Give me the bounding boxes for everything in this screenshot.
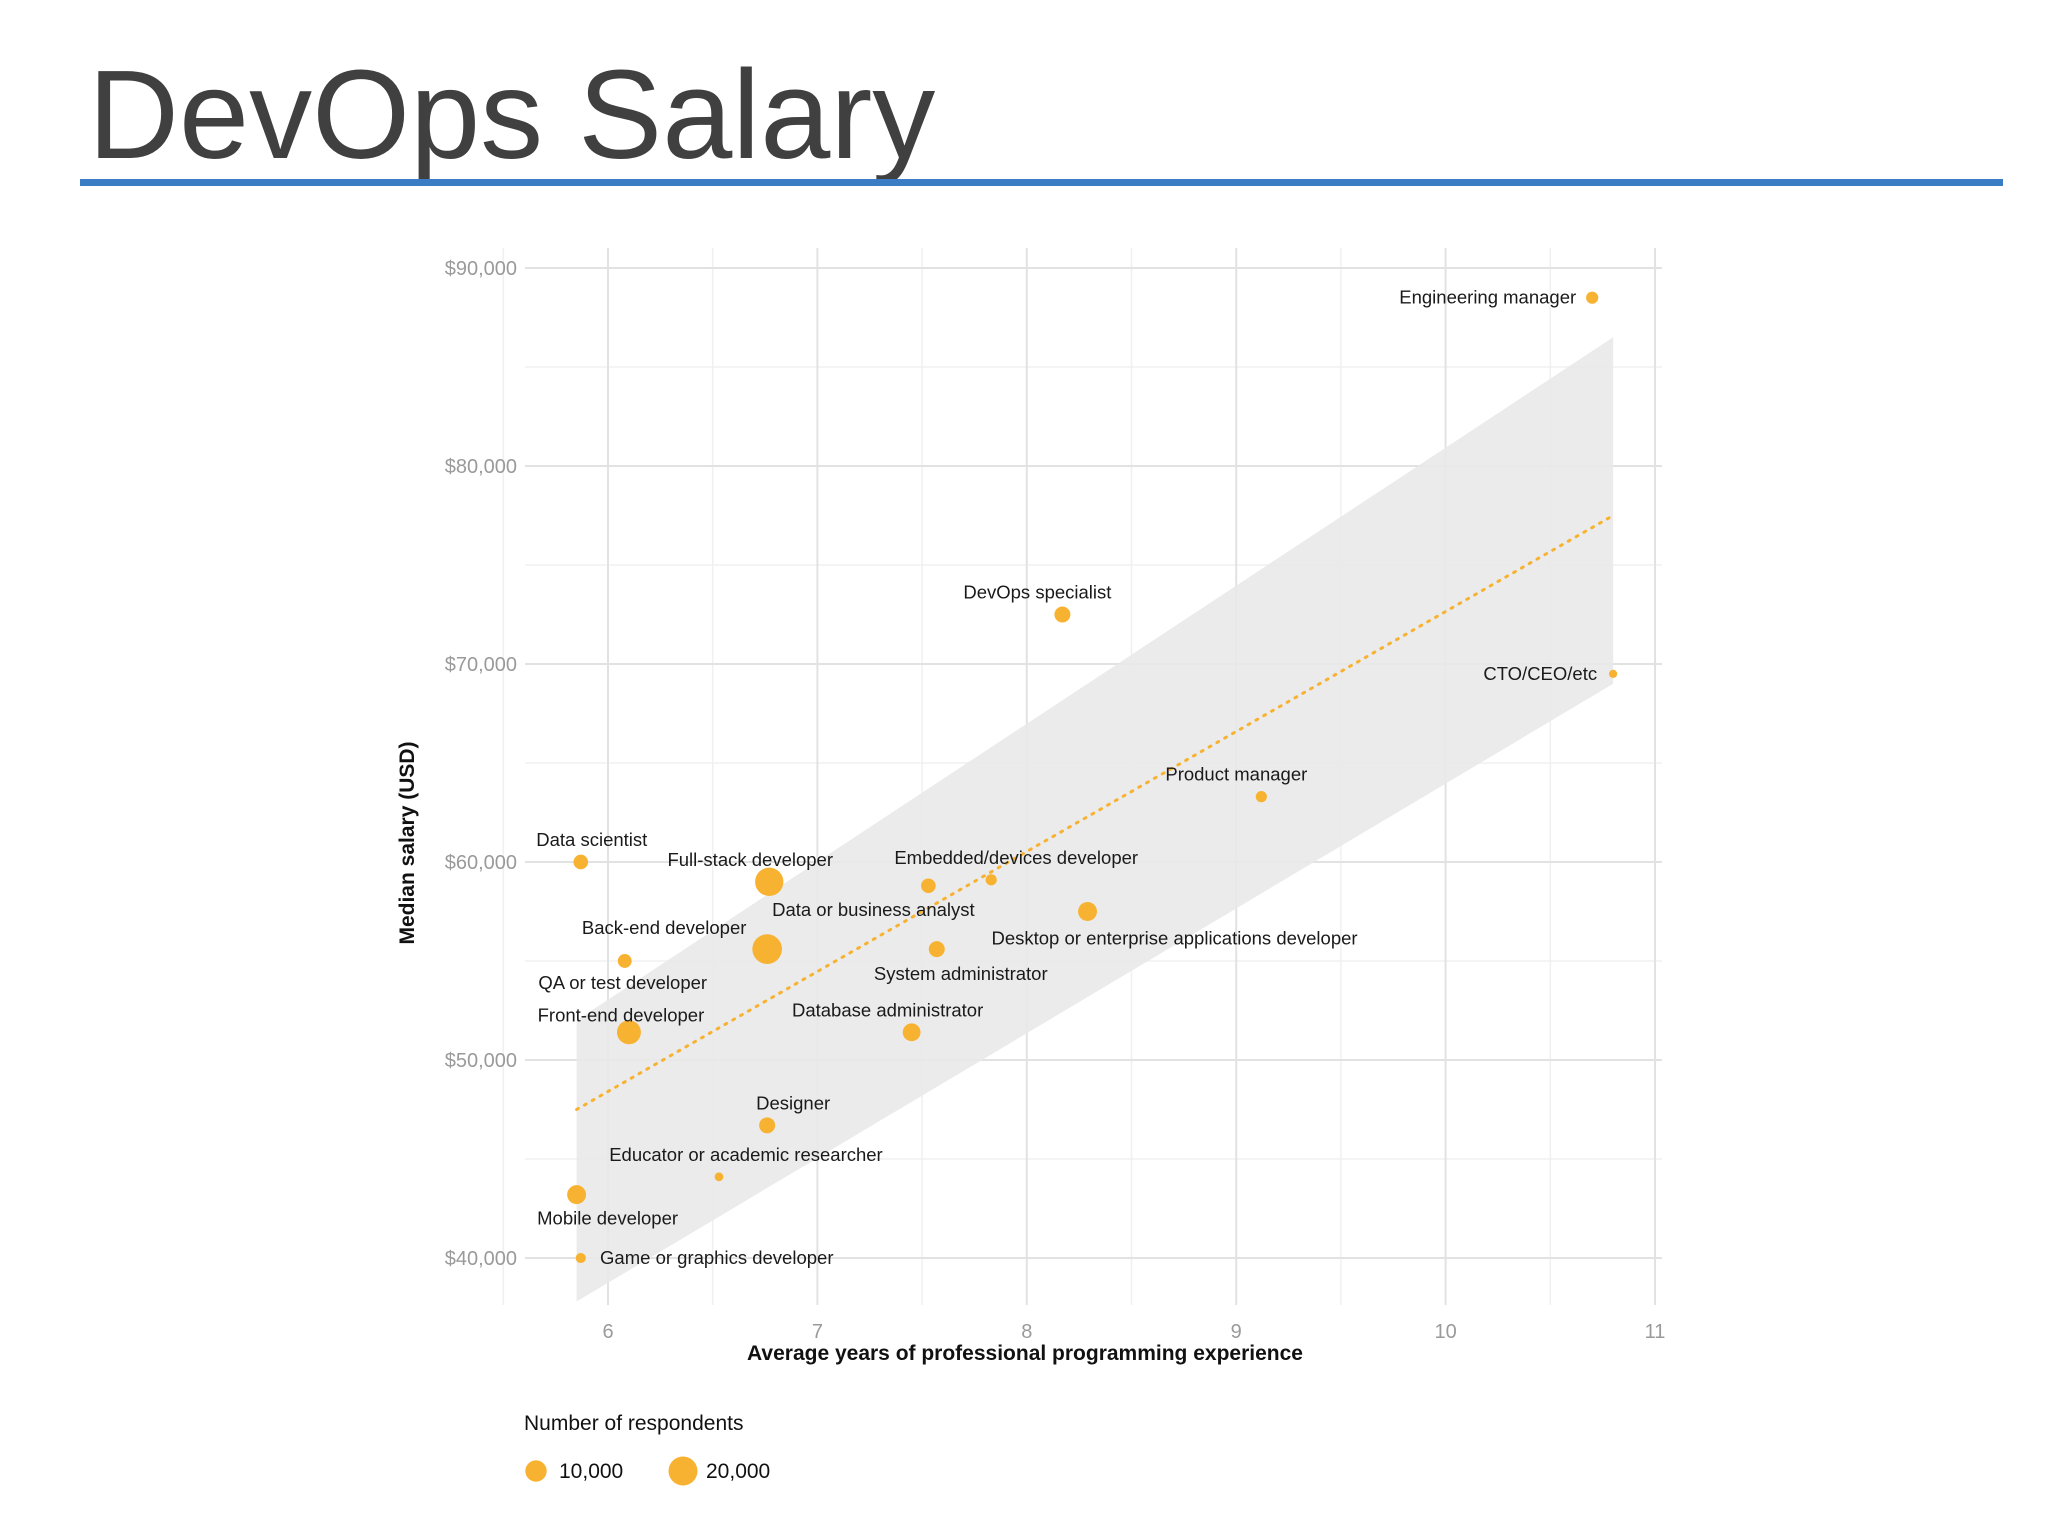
trend-line-group xyxy=(575,514,1615,1111)
point-label: Back-end developer xyxy=(582,917,747,938)
x-tick-label: 6 xyxy=(602,1321,613,1343)
x-tick-label: 7 xyxy=(812,1321,823,1343)
x-tick-label: 9 xyxy=(1231,1321,1242,1343)
point-label: Mobile developer xyxy=(537,1208,678,1229)
point-label: Data or business analyst xyxy=(772,899,975,920)
point-label: CTO/CEO/etc xyxy=(1483,663,1597,684)
x-axis-title: Average years of professional programmin… xyxy=(747,1342,1303,1365)
data-point xyxy=(714,1172,724,1182)
y-tick-label: $40,000 xyxy=(445,1248,517,1270)
y-tick-label: $60,000 xyxy=(445,852,517,874)
legend-swatch xyxy=(525,1460,547,1482)
legend-label: 10,000 xyxy=(559,1460,623,1483)
x-tick-label: 11 xyxy=(1645,1321,1666,1343)
data-point xyxy=(1255,791,1267,803)
y-axis-title: Median salary (USD) xyxy=(396,741,419,944)
trend-line xyxy=(575,514,1615,1111)
data-point xyxy=(617,954,632,968)
data-point xyxy=(1586,291,1599,304)
point-label: Educator or academic researcher xyxy=(609,1144,883,1165)
legend-swatch xyxy=(668,1456,698,1486)
point-label: Embedded/devices developer xyxy=(894,847,1138,868)
point-label: Game or graphics developer xyxy=(600,1247,833,1268)
data-point xyxy=(1078,902,1097,921)
point-label: QA or test developer xyxy=(538,972,707,993)
confidence-band xyxy=(576,337,1614,1302)
point-label: Data scientist xyxy=(536,829,647,850)
data-point xyxy=(755,867,784,896)
data-point xyxy=(928,941,945,958)
point-label: Front-end developer xyxy=(538,1004,705,1025)
point-label: Database administrator xyxy=(792,999,983,1020)
data-point xyxy=(985,874,997,886)
point-label: Full-stack developer xyxy=(667,849,833,870)
size-legend: Number of respondents 10,000 20,000 xyxy=(524,1412,770,1486)
data-point xyxy=(567,1185,587,1205)
point-label: DevOps specialist xyxy=(963,582,1111,603)
point-label: Engineering manager xyxy=(1399,287,1576,308)
axis-ticks: 6 7 8 9 10 11 $40,000 $50,000 $60,000 $70,000 $80,… xyxy=(445,258,1666,1343)
y-tick-label: $80,000 xyxy=(445,456,517,478)
data-point xyxy=(616,1020,641,1045)
data-point xyxy=(1054,606,1071,623)
x-tick-label: 8 xyxy=(1021,1321,1032,1343)
y-tick-label: $90,000 xyxy=(445,258,517,280)
slide-title: DevOps Salary xyxy=(88,44,936,185)
data-point xyxy=(752,934,782,964)
data-point xyxy=(1609,669,1618,679)
y-tick-label: $70,000 xyxy=(445,654,517,676)
data-point xyxy=(573,854,589,870)
point-labels: Engineering manager DevOps specialist CTO/… xyxy=(536,287,1597,1268)
point-label: Desktop or enterprise applications devel… xyxy=(991,928,1357,949)
data-point xyxy=(921,878,936,894)
confidence-band-group xyxy=(576,337,1614,1302)
title-rule xyxy=(80,179,2003,186)
data-points xyxy=(567,291,1618,1264)
legend-label: 20,000 xyxy=(706,1460,770,1483)
data-point xyxy=(902,1023,921,1042)
x-tick-label: 10 xyxy=(1434,1321,1456,1343)
data-point xyxy=(759,1117,776,1134)
y-tick-label: $50,000 xyxy=(445,1050,517,1072)
point-label: System administrator xyxy=(874,963,1048,984)
point-label: Product manager xyxy=(1165,764,1307,785)
data-point xyxy=(575,1252,586,1264)
point-label: Designer xyxy=(756,1092,830,1113)
legend-title: Number of respondents xyxy=(524,1412,743,1435)
